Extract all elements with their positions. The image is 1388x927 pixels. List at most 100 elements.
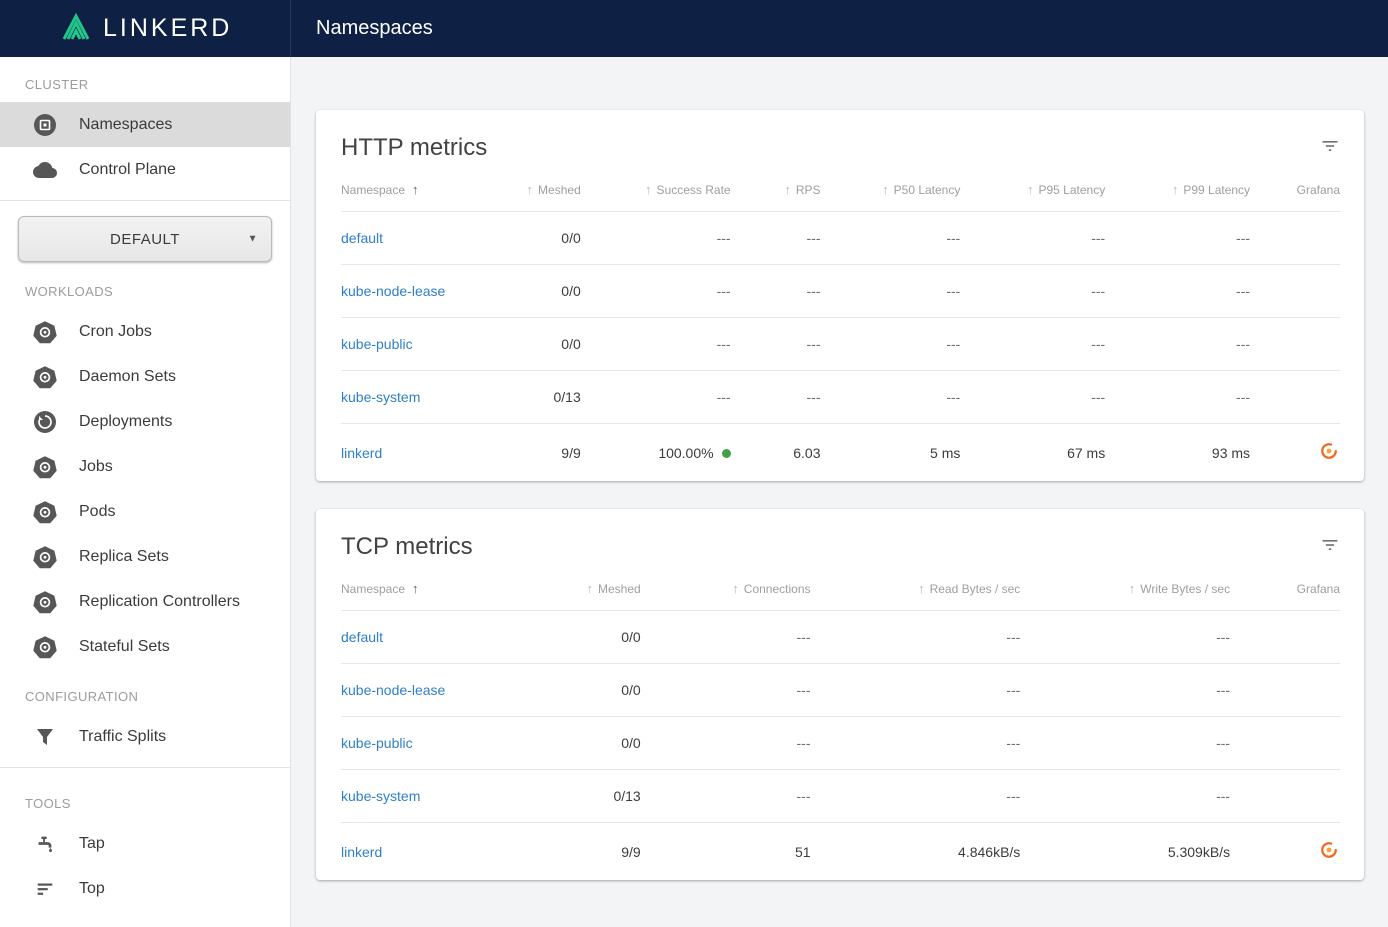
- success-rate-cell: ---: [580, 370, 731, 424]
- p99-cell: 93 ms: [1105, 423, 1251, 481]
- rps-cell: ---: [730, 317, 821, 371]
- sidebar-item-top[interactable]: Top: [0, 866, 290, 911]
- meshed-cell: 0/0: [490, 610, 641, 664]
- table-row: linkerd 9/9 100.00% 6.03 5 ms 67 ms 93 m…: [341, 423, 1340, 481]
- header-meshed[interactable]: ↑ Meshed: [586, 581, 641, 596]
- rps-cell: ---: [730, 211, 821, 265]
- header-p95[interactable]: ↑ P95 Latency: [1026, 182, 1106, 197]
- sidebar-item-label: Top: [79, 879, 105, 897]
- sort-arrow-icon: ↑: [732, 581, 739, 596]
- replica-sets-icon: [33, 545, 57, 569]
- sidebar-item-namespaces[interactable]: Namespaces: [0, 102, 290, 147]
- app-logo[interactable]: LINKERD: [0, 0, 291, 57]
- sidebar-item-label: Deployments: [79, 412, 173, 430]
- jobs-icon: [33, 455, 57, 479]
- header-meshed[interactable]: ↑ Meshed: [526, 182, 581, 197]
- sidebar-item-label: Cron Jobs: [79, 322, 152, 340]
- grafana-icon[interactable]: [1320, 846, 1338, 862]
- namespace-link[interactable]: kube-system: [341, 389, 421, 405]
- sidebar-item-label: Replication Controllers: [79, 592, 240, 610]
- grafana-cell: [1250, 370, 1340, 424]
- header-read-bytes[interactable]: ↑ Read Bytes / sec: [918, 581, 1021, 596]
- sidebar-item-label: Namespaces: [79, 115, 173, 133]
- sidebar-item-stateful-sets[interactable]: Stateful Sets: [0, 624, 290, 669]
- sort-arrow-icon: ↑: [526, 182, 534, 197]
- sidebar-item-control-plane[interactable]: Control Plane: [0, 147, 290, 192]
- table-row: default 0/0 --- --- --- --- ---: [341, 211, 1340, 265]
- p99-cell: ---: [1105, 211, 1251, 265]
- tap-icon: [33, 832, 57, 856]
- grafana-cell: [1230, 822, 1340, 880]
- namespace-link[interactable]: linkerd: [341, 843, 383, 860]
- read-bytes-cell: ---: [810, 769, 1021, 823]
- header-write-bytes[interactable]: ↑ Write Bytes / sec: [1128, 581, 1231, 596]
- namespace-link[interactable]: kube-system: [341, 788, 421, 804]
- read-bytes-cell: ---: [810, 663, 1021, 717]
- top-icon: [33, 877, 57, 901]
- namespace-link[interactable]: kube-public: [341, 336, 413, 352]
- namespace-link[interactable]: default: [341, 230, 384, 246]
- sidebar-item-traffic-splits[interactable]: Traffic Splits: [0, 714, 290, 759]
- meshed-cell: 0/0: [490, 716, 641, 770]
- sidebar-item-deployments[interactable]: Deployments: [0, 399, 290, 444]
- sidebar-item-label: Tap: [79, 834, 105, 852]
- namespace-link[interactable]: kube-node-lease: [341, 283, 446, 299]
- table-row: kube-node-lease 0/0 --- --- ---: [341, 663, 1340, 717]
- header-namespace[interactable]: Namespace ↑: [341, 182, 419, 197]
- deployments-icon: [33, 410, 57, 434]
- sidebar-item-label: Pods: [79, 502, 116, 520]
- sidebar-item-replica-sets[interactable]: Replica Sets: [0, 534, 290, 579]
- daemon-sets-icon: [33, 365, 57, 389]
- section-label-workloads: WORKLOADS: [25, 284, 114, 299]
- meshed-cell: 0/13: [490, 769, 641, 823]
- connections-cell: 51: [640, 822, 811, 880]
- p50-cell: ---: [820, 264, 961, 318]
- filter-icon[interactable]: [1318, 134, 1342, 163]
- success-rate-cell: ---: [580, 211, 731, 265]
- p95-cell: ---: [960, 264, 1106, 318]
- section-label-configuration: CONFIGURATION: [25, 689, 139, 704]
- http-metrics-card: HTTP metrics Namespace ↑ ↑ Meshed ↑ Success…: [316, 110, 1364, 481]
- replication-controllers-icon: [33, 590, 57, 614]
- namespace-selector[interactable]: DEFAULT ▼: [18, 216, 272, 262]
- grafana-cell: [1230, 769, 1340, 823]
- namespace-link[interactable]: kube-node-lease: [341, 682, 446, 698]
- p50-cell: ---: [820, 317, 961, 371]
- rps-cell: ---: [730, 370, 821, 424]
- filter-icon[interactable]: [1318, 533, 1342, 562]
- header-p50[interactable]: ↑ P50 Latency: [882, 182, 961, 197]
- rps-cell: ---: [730, 264, 821, 318]
- header-success-rate[interactable]: ↑ Success Rate: [645, 182, 731, 197]
- meshed-cell: 9/9: [490, 822, 641, 880]
- header-namespace[interactable]: Namespace ↑: [341, 581, 419, 596]
- meshed-cell: 9/9: [480, 423, 581, 481]
- section-label-tools: TOOLS: [25, 796, 71, 811]
- tcp-metrics-table: Namespace ↑ ↑ Meshed ↑ Connections ↑ Read By…: [341, 573, 1340, 880]
- p50-cell: ---: [820, 370, 961, 424]
- header-rps[interactable]: ↑ RPS: [784, 182, 821, 197]
- top-bar: LINKERD Namespaces: [0, 0, 1388, 57]
- section-label-cluster: CLUSTER: [25, 77, 89, 92]
- sidebar-item-daemon-sets[interactable]: Daemon Sets: [0, 354, 290, 399]
- write-bytes-cell: 5.309kB/s: [1020, 822, 1231, 880]
- header-connections[interactable]: ↑ Connections: [732, 581, 811, 596]
- grafana-icon[interactable]: [1320, 447, 1338, 463]
- namespace-link[interactable]: default: [341, 629, 384, 645]
- sort-arrow-icon: ↑: [586, 581, 593, 596]
- sidebar-item-tap[interactable]: Tap: [0, 821, 290, 866]
- sidebar-item-pods[interactable]: Pods: [0, 489, 290, 534]
- header-p99[interactable]: ↑ P99 Latency: [1171, 182, 1251, 197]
- sidebar-item-replication-controllers[interactable]: Replication Controllers: [0, 579, 290, 624]
- rps-cell: 6.03: [730, 423, 821, 481]
- http-metrics-title: HTTP metrics: [341, 134, 488, 161]
- tcp-metrics-title: TCP metrics: [341, 533, 473, 560]
- sort-arrow-icon: ↑: [645, 182, 652, 197]
- sidebar-item-jobs[interactable]: Jobs: [0, 444, 290, 489]
- namespace-link[interactable]: kube-public: [341, 735, 413, 751]
- sidebar-divider: [0, 200, 290, 201]
- sidebar-item-cron-jobs[interactable]: Cron Jobs: [0, 309, 290, 354]
- sort-arrow-icon: ↑: [1026, 182, 1034, 197]
- funnel-icon: [33, 725, 57, 749]
- meshed-cell: 0/13: [480, 370, 581, 424]
- namespace-link[interactable]: linkerd: [341, 444, 383, 461]
